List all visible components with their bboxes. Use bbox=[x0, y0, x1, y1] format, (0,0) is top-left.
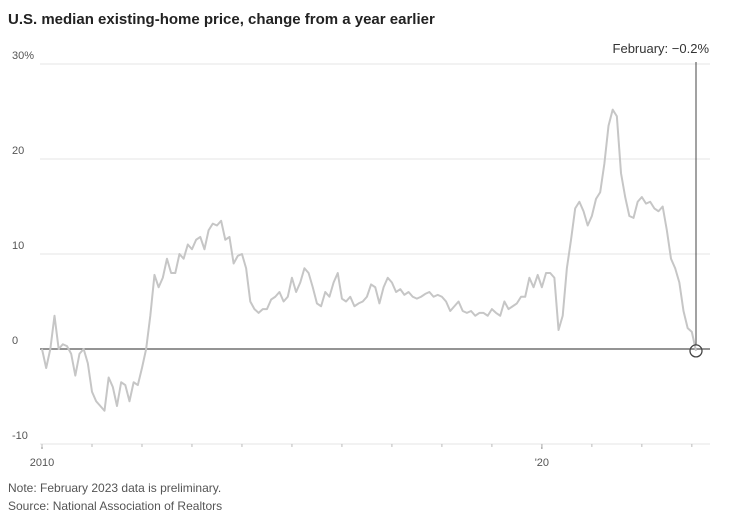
annotation: February: −0.2% bbox=[613, 41, 710, 56]
x-tick-label: 2010 bbox=[30, 457, 54, 469]
y-tick-label: 20 bbox=[12, 145, 24, 157]
y-tick-label: 0 bbox=[12, 335, 18, 347]
source: Source: National Association of Realtors bbox=[8, 499, 222, 513]
y-tick-label: 10 bbox=[12, 240, 24, 252]
y-tick-label: -10 bbox=[12, 430, 28, 442]
last-point bbox=[689, 344, 703, 358]
x-tick-label: '20 bbox=[535, 457, 549, 469]
y-tick-label: 30% bbox=[12, 50, 34, 62]
chart-title: U.S. median existing-home price, change … bbox=[8, 11, 435, 28]
note: Note: February 2023 data is preliminary. bbox=[8, 481, 221, 495]
line bbox=[41, 108, 697, 412]
